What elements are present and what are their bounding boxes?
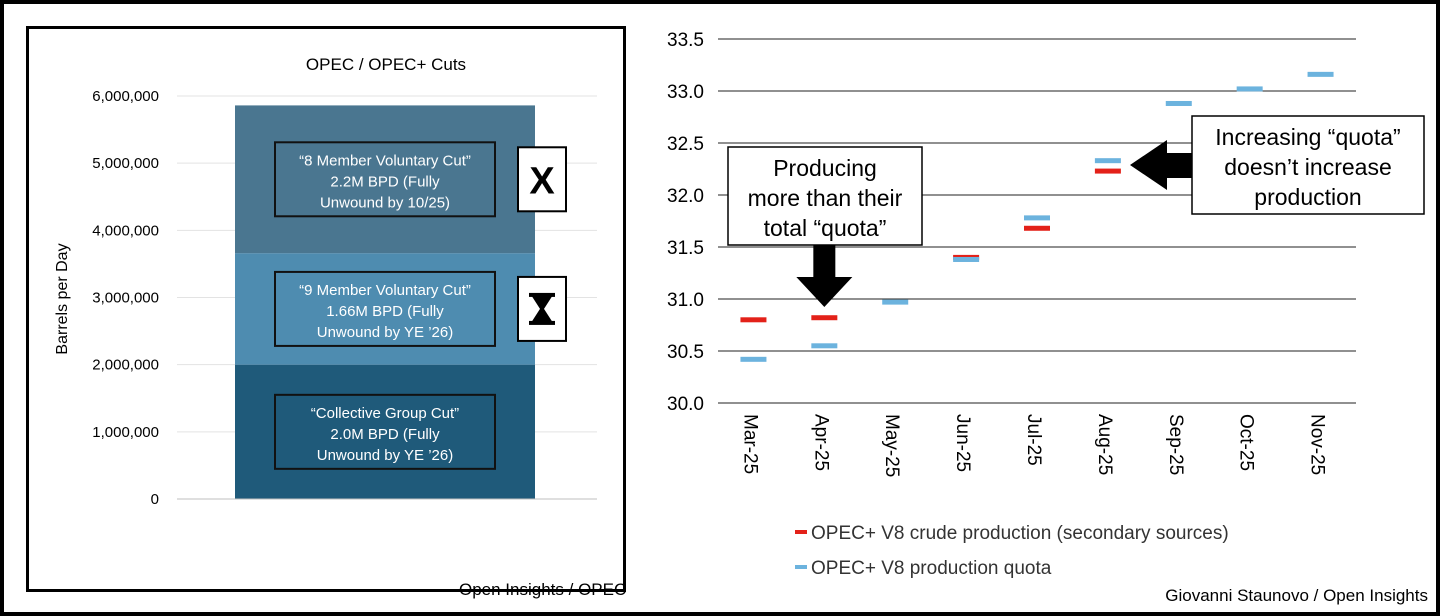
left-y-axis-label: Barrels per Day bbox=[54, 243, 71, 354]
left-y-tick-label: 4,000,000 bbox=[92, 222, 159, 239]
left-y-tick-label: 3,000,000 bbox=[92, 290, 159, 307]
segment-label-line: 2.0M BPD (Fully bbox=[330, 426, 440, 443]
bar-segment bbox=[235, 364, 535, 499]
segment-label-line: 2.2M BPD (Fully bbox=[330, 173, 440, 190]
left-y-tick-label: 6,000,000 bbox=[92, 88, 159, 105]
segment-label-line: 1.66M BPD (Fully bbox=[326, 303, 444, 320]
left-y-tick-label: 0 bbox=[151, 491, 159, 508]
left-y-ticks: 0 1,000,000 2,000,000 3,000,000 4,000,000 5,0… bbox=[92, 88, 159, 508]
segment-label-line: “8 Member Voluntary Cut” bbox=[299, 152, 471, 169]
x-hourglass-bottom-bar bbox=[529, 320, 555, 325]
segment-label-box bbox=[274, 141, 496, 218]
segment-label-line: Unwound by 10/25) bbox=[320, 194, 450, 211]
right-source-credit: Giovanni Staunovo / Open Insights bbox=[1165, 586, 1428, 605]
x-hourglass-top-bar bbox=[529, 292, 555, 297]
bar-segment bbox=[235, 105, 535, 254]
opec-cuts-chart: 0 1,000,000 2,000,000 3,000,000 4,000,000 5,0… bbox=[54, 55, 597, 508]
segment-label-line: Unwound by YE ’26) bbox=[317, 447, 453, 464]
left-y-tick-label: 1,000,000 bbox=[92, 424, 159, 441]
left-y-tick-label: 2,000,000 bbox=[92, 357, 159, 374]
segment-markers: X bbox=[517, 146, 567, 342]
left-y-tick-label: 5,000,000 bbox=[92, 155, 159, 172]
segment-label-line: Unwound by YE ’26) bbox=[317, 324, 453, 341]
x-hourglass-icon bbox=[531, 294, 553, 323]
left-source-credit: Open Insights / OPEC bbox=[459, 580, 627, 599]
segment-label-line: “9 Member Voluntary Cut” bbox=[299, 282, 471, 299]
left-chart-panel: 0 1,000,000 2,000,000 3,000,000 4,000,000 5,0… bbox=[26, 26, 626, 599]
left-chart-title: OPEC / OPEC+ Cuts bbox=[306, 55, 466, 74]
marker-box bbox=[517, 146, 567, 213]
segment-label-box bbox=[274, 393, 496, 470]
segment-label-box bbox=[274, 270, 496, 347]
x-mark-icon: X bbox=[529, 160, 555, 202]
segment-label-boxes: “Collective Group Cut” 2.0M BPD (Fully Unw… bbox=[274, 141, 496, 470]
segment-label-line: “Collective Group Cut” bbox=[311, 405, 459, 422]
